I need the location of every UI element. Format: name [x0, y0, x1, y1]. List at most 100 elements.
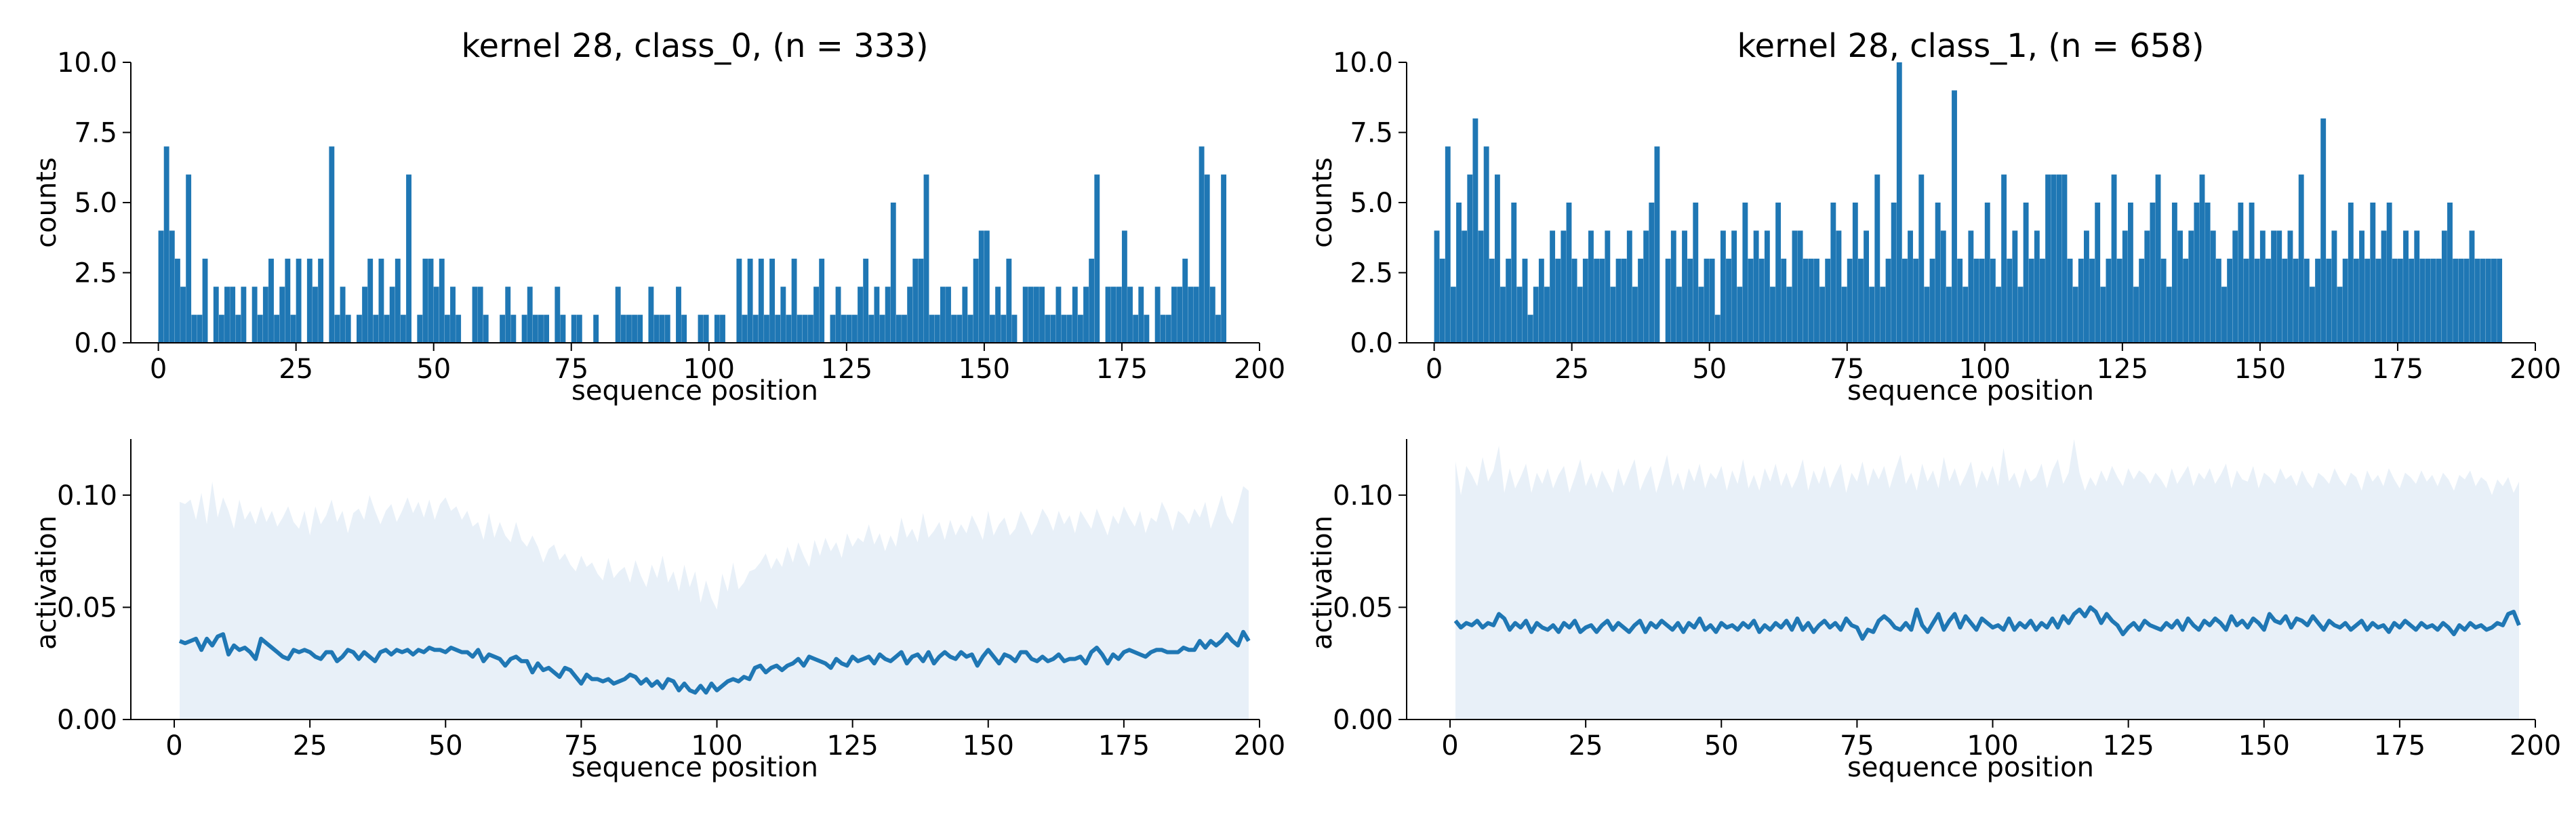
histogram-class-0-bar	[902, 314, 907, 343]
histogram-class-1-xtick-label: 50	[1692, 354, 1727, 385]
histogram-class-0-ticks: 0 25 50 75 100 125 150 175 200 0.0 2.5 5.0 7.5 10.0	[57, 47, 1285, 385]
histogram-class-0-bar	[1077, 314, 1083, 343]
histogram-class-0-bar	[698, 314, 704, 343]
histogram-class-1-bar	[2254, 258, 2260, 343]
histogram-class-0-bar	[378, 258, 384, 343]
histogram-class-0-bar	[858, 287, 863, 343]
activation-class-1-xtick-label: 200	[2510, 730, 2561, 762]
histogram-class-0-bar	[538, 314, 544, 343]
histogram-class-0-bar	[879, 314, 885, 343]
histogram-class-1-bar	[1952, 90, 1957, 343]
histogram-class-0-bar	[576, 314, 582, 343]
histogram-class-1-bar	[2249, 203, 2255, 343]
histogram-class-0-bar	[1127, 287, 1133, 343]
histogram-class-0-bar	[163, 146, 169, 343]
histogram-class-1-bar	[2414, 230, 2420, 343]
histogram-class-0-bar	[626, 314, 632, 343]
histogram-class-0-bar	[313, 287, 318, 343]
activation-class-0-axes	[130, 439, 1260, 720]
histogram-class-1-bar	[1632, 287, 1638, 343]
histogram-class-1-bar	[1996, 287, 2001, 343]
histogram-class-0-bar	[995, 287, 1001, 343]
histogram-class-1-bar	[1896, 62, 1902, 343]
activation-class-1-xlabel: sequence position	[1847, 752, 2094, 783]
histogram-class-1-bar	[2205, 203, 2211, 343]
histogram-class-1-bar	[1467, 174, 1473, 343]
histogram-class-1-bar	[1929, 258, 1935, 343]
histogram-class-1-xlabel: sequence position	[1847, 375, 2094, 406]
histogram-class-1-bar	[2282, 258, 2288, 343]
histogram-class-0-bar	[973, 258, 979, 343]
histogram-class-1-bar	[2007, 258, 2013, 343]
histogram-class-1-bar	[2133, 287, 2139, 343]
histogram-class-0-title: kernel 28, class_0, (n = 333)	[461, 27, 928, 65]
histogram-class-0-bar	[213, 287, 219, 343]
histogram-class-1-bar	[2453, 258, 2459, 343]
histogram-class-0-bar	[1055, 287, 1062, 343]
histogram-class-1-bar	[1737, 287, 1743, 343]
histogram-class-0-bar	[527, 287, 533, 343]
histogram-class-1-bar	[2238, 203, 2244, 343]
histogram-class-1-bar	[1990, 258, 1996, 343]
histogram-class-1-bar	[2028, 258, 2034, 343]
histogram-class-0-bar	[962, 287, 968, 343]
histogram-class-1-bar	[1478, 230, 1484, 343]
histogram-class-0-bar	[1138, 287, 1144, 343]
histogram-class-1-bar	[1786, 287, 1792, 343]
histogram-class-1-bar	[1885, 258, 1891, 343]
histogram-class-1-bar	[2392, 258, 2398, 343]
histogram-class-0-bar	[400, 314, 406, 343]
histogram-class-0-bar	[158, 230, 164, 343]
histogram-class-1-ytick-label: 10.0	[1333, 47, 1393, 79]
histogram-class-0-bar	[505, 287, 511, 343]
histogram-class-1-bar	[2397, 258, 2403, 343]
histogram-class-0-bar	[1160, 314, 1166, 343]
histogram-class-0: kernel 28, class_0, (n = 333) 0 25 50 75 100…	[31, 27, 1285, 406]
histogram-class-1-bar	[1654, 146, 1660, 343]
histogram-class-1-bar	[1753, 230, 1759, 343]
histogram-class-0-bar	[1177, 287, 1183, 343]
histogram-class-1-bar	[1748, 258, 1754, 343]
histogram-class-1-bar	[1869, 287, 1875, 343]
histogram-class-0-bar	[544, 314, 550, 343]
histogram-class-0-bar	[664, 314, 670, 343]
histogram-class-1-bar	[2287, 230, 2293, 343]
histogram-class-1-bar	[2298, 174, 2304, 343]
histogram-class-0-bar	[918, 258, 924, 343]
histogram-class-1-bar	[2188, 230, 2194, 343]
histogram-class-1-bar	[2116, 258, 2122, 343]
histogram-class-1-bar	[1472, 118, 1478, 343]
activation-class-0-xtick-label: 50	[428, 730, 463, 762]
histogram-class-1-bar	[2310, 287, 2315, 343]
histogram-class-0-bar	[1221, 174, 1227, 343]
histogram-class-1-bar	[1918, 174, 1925, 343]
histogram-class-1-bar	[1544, 287, 1550, 343]
histogram-class-1-bar	[1781, 258, 1787, 343]
histogram-class-1-bar	[1963, 287, 1969, 343]
histogram-class-0-bar	[797, 314, 803, 343]
histogram-class-0-bar	[632, 314, 637, 343]
histogram-class-0-bar	[417, 314, 423, 343]
histogram-class-1-bar	[2089, 258, 2095, 343]
histogram-class-1-bar	[1880, 287, 1886, 343]
histogram-class-1-ytick-label: 0.0	[1350, 328, 1393, 359]
histogram-class-1-bar	[1489, 258, 1495, 343]
histogram-class-0-bar	[1072, 287, 1078, 343]
histogram-class-0-bar	[940, 287, 946, 343]
histogram-class-0-bar	[1171, 287, 1177, 343]
histogram-class-1-bar	[2023, 203, 2029, 343]
histogram-class-1-bar	[1483, 146, 1489, 343]
histogram-class-1-bar	[2210, 230, 2216, 343]
histogram-class-0-bar	[703, 314, 709, 343]
histogram-class-1-bar	[1803, 258, 1809, 343]
activation-class-0-xtick-label: 0	[165, 730, 182, 762]
histogram-class-0-xtick-label: 175	[1096, 354, 1148, 385]
histogram-class-1-bar	[1516, 287, 1523, 343]
activation-class-0: 0 25 50 75 100 125 150 175 200 0.00 0.05 0.10 seque…	[31, 439, 1285, 783]
histogram-class-0-xtick-label: 125	[821, 354, 872, 385]
histogram-class-1-bar	[1731, 230, 1737, 343]
histogram-class-0-bar	[169, 230, 175, 343]
histogram-class-0-bar	[951, 314, 957, 343]
histogram-class-0-xtick-label: 150	[959, 354, 1010, 385]
